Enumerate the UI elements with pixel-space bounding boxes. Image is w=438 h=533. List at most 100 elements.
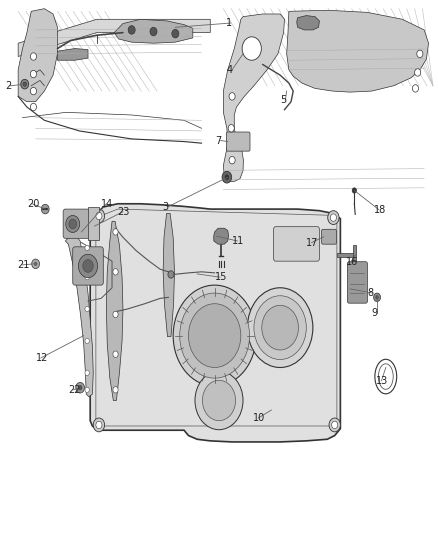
Polygon shape xyxy=(287,10,428,92)
Text: 22: 22 xyxy=(68,385,81,395)
Circle shape xyxy=(228,125,234,132)
Text: 1: 1 xyxy=(226,18,232,28)
Circle shape xyxy=(66,215,80,232)
Circle shape xyxy=(332,421,338,429)
Circle shape xyxy=(242,37,261,60)
Polygon shape xyxy=(214,228,229,244)
Circle shape xyxy=(83,260,93,272)
Circle shape xyxy=(78,385,82,390)
Polygon shape xyxy=(57,49,88,60)
FancyBboxPatch shape xyxy=(88,207,99,240)
Text: 18: 18 xyxy=(374,205,386,215)
Circle shape xyxy=(180,293,250,378)
Circle shape xyxy=(30,103,36,111)
Circle shape xyxy=(85,370,89,375)
Text: 23: 23 xyxy=(118,207,130,217)
Circle shape xyxy=(173,285,256,386)
Circle shape xyxy=(41,204,49,214)
Circle shape xyxy=(85,274,89,280)
Polygon shape xyxy=(106,221,123,400)
Text: 2: 2 xyxy=(5,81,11,91)
Circle shape xyxy=(225,174,229,180)
Text: 5: 5 xyxy=(280,95,286,105)
Polygon shape xyxy=(337,253,354,257)
Text: 4: 4 xyxy=(227,65,233,75)
Circle shape xyxy=(96,212,102,220)
Text: 15: 15 xyxy=(215,272,227,282)
Circle shape xyxy=(262,305,298,350)
Circle shape xyxy=(195,371,243,430)
Circle shape xyxy=(93,418,105,432)
Text: 17: 17 xyxy=(306,238,319,247)
Circle shape xyxy=(21,79,28,89)
Circle shape xyxy=(329,418,340,432)
Text: 12: 12 xyxy=(35,353,48,363)
Circle shape xyxy=(150,27,157,36)
Polygon shape xyxy=(163,213,174,337)
FancyBboxPatch shape xyxy=(321,229,336,244)
Text: 7: 7 xyxy=(215,135,222,146)
Circle shape xyxy=(85,306,89,312)
Circle shape xyxy=(30,70,36,78)
Circle shape xyxy=(32,259,39,269)
Circle shape xyxy=(330,214,336,221)
Polygon shape xyxy=(114,19,193,43)
Circle shape xyxy=(254,296,306,360)
Polygon shape xyxy=(18,9,57,102)
Circle shape xyxy=(85,338,89,344)
Circle shape xyxy=(374,293,381,302)
Circle shape xyxy=(30,53,36,60)
Circle shape xyxy=(69,219,77,229)
Text: 3: 3 xyxy=(162,202,168,212)
Circle shape xyxy=(352,188,357,193)
Circle shape xyxy=(229,93,235,100)
FancyBboxPatch shape xyxy=(226,132,250,151)
Text: 16: 16 xyxy=(346,257,358,267)
Text: 21: 21 xyxy=(17,260,30,270)
Polygon shape xyxy=(90,204,340,442)
Polygon shape xyxy=(353,245,356,264)
Circle shape xyxy=(34,262,37,266)
Circle shape xyxy=(113,229,118,235)
Circle shape xyxy=(328,211,339,224)
Polygon shape xyxy=(18,19,210,56)
Text: 13: 13 xyxy=(376,376,389,386)
Circle shape xyxy=(76,382,85,393)
Circle shape xyxy=(247,288,313,368)
Circle shape xyxy=(113,386,118,393)
Polygon shape xyxy=(297,15,319,30)
Circle shape xyxy=(172,29,179,38)
Circle shape xyxy=(113,269,118,275)
FancyBboxPatch shape xyxy=(63,209,99,238)
Circle shape xyxy=(78,254,98,278)
Text: 8: 8 xyxy=(367,288,374,298)
Circle shape xyxy=(188,304,241,368)
Circle shape xyxy=(222,171,232,183)
Circle shape xyxy=(168,271,174,278)
Polygon shape xyxy=(223,14,285,181)
FancyBboxPatch shape xyxy=(347,262,367,303)
Circle shape xyxy=(113,311,118,318)
Circle shape xyxy=(93,209,105,223)
FancyBboxPatch shape xyxy=(73,247,103,285)
Text: 20: 20 xyxy=(27,199,39,209)
Text: 10: 10 xyxy=(253,413,265,423)
Circle shape xyxy=(128,26,135,34)
Circle shape xyxy=(229,157,235,164)
Circle shape xyxy=(375,295,379,300)
Circle shape xyxy=(415,69,421,76)
FancyBboxPatch shape xyxy=(274,227,319,261)
Polygon shape xyxy=(65,237,93,397)
Circle shape xyxy=(85,245,89,251)
Text: 11: 11 xyxy=(232,236,244,246)
Text: 14: 14 xyxy=(101,199,113,209)
Circle shape xyxy=(113,351,118,358)
Circle shape xyxy=(96,421,102,429)
Circle shape xyxy=(30,87,36,95)
Text: 9: 9 xyxy=(372,308,378,318)
Circle shape xyxy=(23,82,26,86)
Circle shape xyxy=(202,380,236,421)
Circle shape xyxy=(85,387,89,392)
Circle shape xyxy=(413,85,419,92)
Circle shape xyxy=(417,50,423,58)
